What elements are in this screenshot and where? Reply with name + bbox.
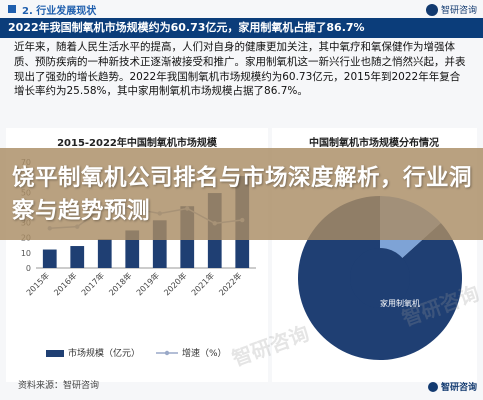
x-tick-label: 2016年 xyxy=(52,270,79,297)
x-tick-label: 2021年 xyxy=(189,270,216,297)
x-tick-label: 2015年 xyxy=(24,270,51,297)
pie-center xyxy=(350,248,410,308)
y-tick-label: 10 xyxy=(21,249,31,258)
x-tick-label: 2022年 xyxy=(217,270,244,297)
title-overlay: 饶平制氧机公司排名与市场深度解析，行业洞察与趋势预测 xyxy=(0,148,483,240)
x-tick-label: 2017年 xyxy=(79,270,106,297)
legend-swatch-point xyxy=(164,350,170,356)
x-tick-label: 2018年 xyxy=(107,270,134,297)
header-brand: 智研咨询 xyxy=(425,3,477,16)
page-header: 2. 行业发展现状 智研咨询 xyxy=(0,0,483,18)
source-note: 资料来源：智研咨询 xyxy=(18,381,100,391)
overlay-title: 饶平制氧机公司排名与市场深度解析，行业洞察与趋势预测 xyxy=(12,165,473,224)
y-tick-label: 0 xyxy=(26,264,31,273)
x-tick-label: 2019年 xyxy=(134,270,161,297)
page-footer: 资料来源：智研咨询 智研咨询 xyxy=(0,376,483,400)
brand-logo-icon xyxy=(427,381,438,392)
section-marker-icon xyxy=(8,5,16,13)
bar xyxy=(42,249,57,268)
section-title: 2. 行业发展现状 xyxy=(22,5,97,17)
legend-swatch-bars xyxy=(46,350,64,357)
x-tick-label: 2020年 xyxy=(162,270,189,297)
legend-label-bars: 市场规模（亿元） xyxy=(68,347,140,359)
legend-label-line: 增速（%） xyxy=(182,347,227,359)
brand-logo-icon xyxy=(425,3,438,16)
intro-paragraph: 近年来，随着人民生活水平的提高，人们对自身的健康更加关注，其中氧疗和氧保健作为增… xyxy=(14,41,466,98)
bar-chart-title: 2015-2022年中国制氧机市场规模 xyxy=(57,136,218,149)
footer-brand: 智研咨询 xyxy=(427,380,477,393)
bar xyxy=(97,239,112,268)
headline-banner: 2022年我国制氧机市场规模约为60.73亿元，家用制氧机占据了86.7% xyxy=(0,18,483,38)
footer-brand-name: 智研咨询 xyxy=(440,383,477,393)
pie-slice-label: 家用制氧机 xyxy=(380,298,420,308)
pie-chart-title: 中国制氧机市场规模分布情况 xyxy=(309,136,439,149)
header-brand-name: 智研咨询 xyxy=(440,6,477,16)
bar xyxy=(70,246,85,268)
